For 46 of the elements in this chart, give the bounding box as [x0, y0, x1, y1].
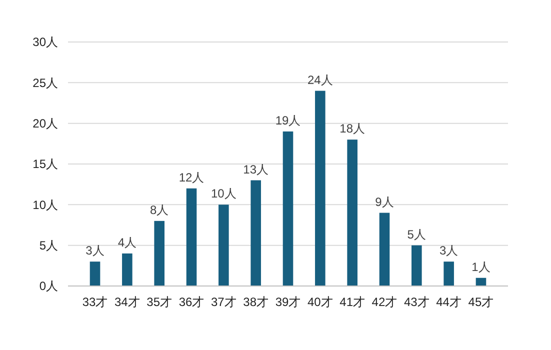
y-tick-label: 25人 [32, 76, 58, 90]
data-label: 24人 [307, 72, 333, 87]
x-tick-label: 38才 [243, 295, 269, 309]
y-tick-label: 15人 [32, 157, 58, 172]
data-label: 10人 [210, 186, 236, 201]
bar [122, 253, 132, 286]
x-tick-label: 40才 [307, 295, 333, 309]
y-tick-label: 10人 [32, 198, 58, 212]
x-tick-label: 42才 [372, 295, 398, 309]
data-label: 9人 [375, 194, 394, 209]
data-label: 3人 [86, 244, 104, 258]
x-tick-label: 45才 [468, 295, 494, 309]
bar [90, 262, 100, 286]
data-label: 4人 [118, 235, 137, 250]
data-label: 8人 [150, 202, 169, 217]
data-label: 18人 [340, 122, 366, 136]
x-tick-label: 41才 [340, 295, 366, 309]
x-tick-label: 36才 [178, 295, 204, 309]
bar [186, 188, 197, 286]
x-tick-label: 35才 [146, 295, 172, 309]
bar [444, 262, 454, 286]
y-tick-label: 30人 [32, 35, 58, 50]
x-tick-label: 33才 [82, 295, 108, 309]
x-tick-label: 39才 [275, 295, 301, 309]
y-tick-label: 0人 [39, 279, 58, 294]
data-label: 12人 [178, 170, 204, 184]
x-tick-label: 43才 [404, 295, 430, 309]
bar [154, 220, 164, 286]
bar [282, 131, 294, 286]
bar [347, 140, 358, 286]
bar [315, 90, 326, 286]
data-label: 3人 [439, 244, 458, 258]
data-label: 19人 [275, 113, 301, 128]
bar [412, 245, 422, 286]
bar [250, 180, 261, 286]
x-tick-label: 37才 [210, 295, 236, 309]
data-label: 5人 [407, 227, 426, 242]
y-tick-label: 5人 [39, 238, 58, 253]
bar [218, 204, 229, 286]
y-tick-label: 20人 [32, 116, 58, 131]
bar [476, 278, 486, 286]
bar [379, 212, 390, 286]
data-label: 13人 [243, 162, 269, 176]
x-tick-label: 34才 [114, 295, 140, 309]
x-tick-label: 44才 [436, 295, 462, 309]
data-label: 1人 [472, 260, 490, 274]
